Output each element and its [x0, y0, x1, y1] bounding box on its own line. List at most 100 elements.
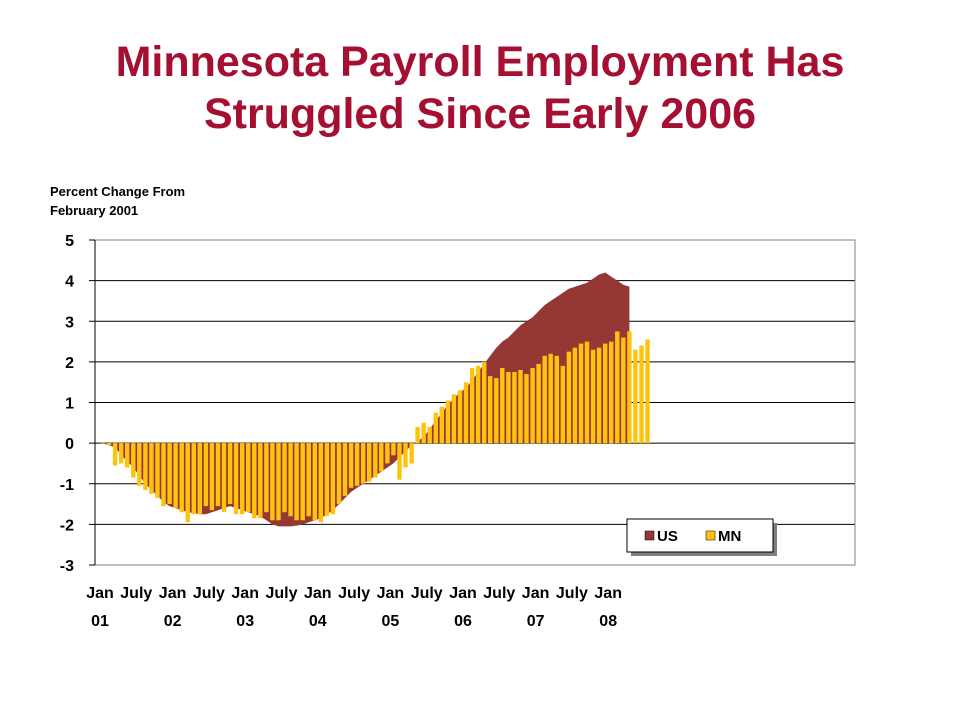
x-tick-year-label: 06	[454, 613, 472, 630]
x-tick-label: July	[556, 585, 588, 602]
x-tick-label: Jan	[449, 585, 477, 602]
title-line-1: Minnesota Payroll Employment Has	[115, 38, 845, 86]
mn-bar	[385, 443, 390, 464]
mn-bar	[258, 443, 263, 519]
mn-bar	[276, 443, 281, 521]
mn-bar	[451, 394, 457, 444]
mn-bar	[590, 349, 596, 444]
mn-bar	[112, 443, 118, 466]
mn-bar	[621, 337, 626, 444]
mn-bar	[427, 426, 432, 444]
mn-bar	[294, 443, 299, 521]
y-tick-label: 5	[65, 233, 74, 250]
mn-bar	[560, 365, 565, 444]
title-line-2: Struggled Since Early 2006	[203, 90, 757, 138]
mn-bar	[137, 443, 142, 486]
y-axis-label-line-1: Percent Change From	[50, 184, 186, 199]
mn-bar	[578, 343, 584, 444]
x-tick-label: July	[193, 585, 225, 602]
x-tick-label: July	[411, 585, 443, 602]
mn-bar	[506, 372, 511, 444]
y-tick-label: 1	[65, 396, 74, 413]
mn-bar	[615, 331, 620, 444]
x-tick-label: Jan	[594, 585, 622, 602]
x-tick-label: Jan	[522, 585, 550, 602]
x-tick-label: Jan	[86, 585, 114, 602]
mn-bar	[572, 347, 578, 444]
mn-bar	[233, 443, 239, 515]
axes	[89, 239, 856, 566]
x-tick-labels: Jan 01 July Jan 02 July Jan 03 July Jan 04 July Jan 0…	[86, 585, 622, 630]
mn-bar	[494, 378, 499, 444]
mn-bar	[131, 443, 136, 478]
legend-swatch-us	[644, 530, 655, 541]
x-tick-year-label: 01	[91, 613, 109, 630]
mn-bar	[421, 422, 426, 444]
x-tick-label: Jan	[159, 585, 187, 602]
mn-bar	[306, 443, 311, 517]
x-tick-year-label: 05	[382, 613, 400, 630]
mn-bar	[125, 443, 130, 468]
mn-bar	[361, 443, 366, 484]
y-axis-label-line-2: February 2001	[50, 203, 139, 218]
mn-bar	[409, 443, 414, 464]
x-tick-label: July	[265, 585, 297, 602]
mn-bar	[100, 443, 106, 444]
mn-bar	[312, 443, 317, 521]
mn-bar	[240, 443, 245, 515]
y-axis-label: Percent Change From February 2001	[50, 182, 185, 220]
mn-bar	[149, 443, 154, 494]
mn-bar	[161, 443, 166, 507]
mn-bar	[336, 443, 342, 504]
x-tick-label: Jan	[231, 585, 259, 602]
mn-bar	[524, 374, 529, 444]
mn-bar	[373, 443, 378, 478]
mn-bar	[367, 443, 372, 482]
y-tick-label: -1	[60, 477, 74, 494]
mn-bar	[288, 443, 293, 517]
mn-bar	[391, 443, 396, 456]
mn-bar	[227, 443, 233, 504]
y-tick-label: 2	[65, 355, 74, 372]
mn-bar	[542, 355, 547, 444]
page-title: Minnesota Payroll Employment Has Struggl…	[0, 36, 960, 140]
x-tick-label: July	[483, 585, 515, 602]
mn-bar	[179, 443, 184, 513]
mn-bar	[264, 443, 269, 513]
mn-bar	[270, 443, 275, 521]
mn-bar	[354, 443, 360, 486]
mn-bar	[609, 341, 614, 444]
legend-label-us: US	[657, 528, 678, 545]
mn-bar	[318, 443, 323, 523]
mn-bar	[554, 355, 559, 444]
mn-bar	[215, 443, 221, 507]
legend: US MN	[626, 518, 777, 556]
mn-bar	[596, 347, 602, 444]
mn-bar	[603, 343, 608, 444]
mn-bar	[518, 370, 523, 444]
mn-bar	[221, 443, 227, 513]
mn-bar	[548, 353, 553, 444]
mn-bar	[185, 443, 190, 523]
mn-bar	[475, 365, 481, 444]
y-tick-label: 3	[65, 314, 74, 331]
mn-bar	[488, 376, 493, 444]
y-tick-label: -2	[60, 517, 74, 534]
x-tick-label: Jan	[377, 585, 405, 602]
mn-bar	[397, 443, 402, 480]
x-tick-label: July	[338, 585, 370, 602]
mn-bar	[445, 400, 451, 444]
x-tick-year-label: 07	[527, 613, 545, 630]
mn-bar	[379, 443, 384, 472]
mn-bar	[627, 331, 632, 444]
mn-bar	[457, 390, 463, 444]
x-tick-year-label: 03	[236, 613, 254, 630]
x-tick-label: Jan	[304, 585, 332, 602]
mn-bar	[197, 443, 202, 515]
mn-bar	[512, 372, 517, 444]
mn-bar	[403, 443, 408, 468]
mn-bar	[330, 443, 336, 515]
mn-bar	[324, 443, 330, 517]
mn-bar	[167, 443, 172, 504]
